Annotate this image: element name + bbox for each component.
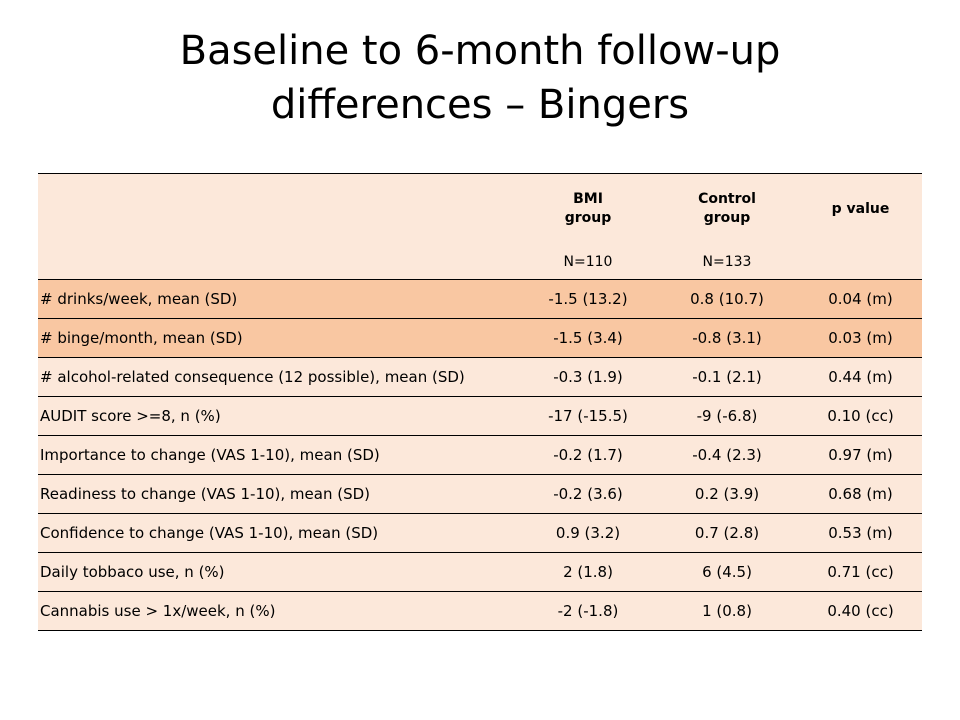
slide-title-line-1: Baseline to 6-month follow-up — [179, 28, 781, 74]
header-control-line-1: Control — [698, 191, 756, 207]
header-p-value: p value — [799, 173, 922, 244]
header-row-groups: BMI group Control group p value — [38, 173, 922, 244]
row-bmi-value: -1.5 (13.2) — [521, 279, 655, 319]
row-p-value: 0.03 (m) — [799, 318, 922, 358]
table-row: Confidence to change (VAS 1-10), mean (S… — [38, 513, 922, 553]
row-label: Daily tobbaco use, n (%) — [38, 552, 521, 592]
row-bmi-value: 0.9 (3.2) — [521, 513, 655, 553]
row-p-value: 0.04 (m) — [799, 279, 922, 319]
header-control-group: Control group — [655, 173, 799, 244]
slide-title: Baseline to 6-month follow-up difference… — [60, 24, 900, 132]
row-p-value: 0.40 (cc) — [799, 591, 922, 631]
row-control-value: 1 (0.8) — [655, 591, 799, 631]
header-bmi-line-1: BMI — [573, 191, 603, 207]
row-label: # binge/month, mean (SD) — [38, 318, 521, 358]
row-p-value: 0.97 (m) — [799, 435, 922, 475]
row-p-value: 0.44 (m) — [799, 357, 922, 397]
row-p-value: 0.10 (cc) — [799, 396, 922, 436]
row-control-value: -0.1 (2.1) — [655, 357, 799, 397]
table-row: Cannabis use > 1x/week, n (%) -2 (-1.8) … — [38, 591, 922, 631]
row-label: Confidence to change (VAS 1-10), mean (S… — [38, 513, 521, 553]
row-label: # drinks/week, mean (SD) — [38, 279, 521, 319]
table-row: # alcohol-related consequence (12 possib… — [38, 357, 922, 397]
table-header: BMI group Control group p value N=110 N=… — [38, 173, 922, 280]
row-p-value: 0.68 (m) — [799, 474, 922, 514]
row-label: AUDIT score >=8, n (%) — [38, 396, 521, 436]
results-table: BMI group Control group p value N=110 N=… — [38, 173, 922, 631]
results-table-container: BMI group Control group p value N=110 N=… — [38, 173, 922, 631]
row-p-value: 0.53 (m) — [799, 513, 922, 553]
row-bmi-value: -0.2 (1.7) — [521, 435, 655, 475]
header-control-line-2: group — [703, 210, 751, 226]
slide-title-line-2: differences – Bingers — [270, 82, 690, 128]
row-control-value: -0.8 (3.1) — [655, 318, 799, 358]
row-label: Readiness to change (VAS 1-10), mean (SD… — [38, 474, 521, 514]
row-control-value: -0.4 (2.3) — [655, 435, 799, 475]
header-empty-cell-2 — [38, 244, 521, 280]
header-bmi-line-2: group — [564, 210, 612, 226]
row-bmi-value: -17 (-15.5) — [521, 396, 655, 436]
header-bmi-group: BMI group — [521, 173, 655, 244]
row-label: Cannabis use > 1x/week, n (%) — [38, 591, 521, 631]
row-control-value: 0.8 (10.7) — [655, 279, 799, 319]
table-row: # drinks/week, mean (SD) -1.5 (13.2) 0.8… — [38, 279, 922, 319]
row-control-value: 0.2 (3.9) — [655, 474, 799, 514]
row-bmi-value: -2 (-1.8) — [521, 591, 655, 631]
table-row: Daily tobbaco use, n (%) 2 (1.8) 6 (4.5)… — [38, 552, 922, 592]
row-bmi-value: -0.3 (1.9) — [521, 357, 655, 397]
row-control-value: 0.7 (2.8) — [655, 513, 799, 553]
row-control-value: 6 (4.5) — [655, 552, 799, 592]
table-row: AUDIT score >=8, n (%) -17 (-15.5) -9 (-… — [38, 396, 922, 436]
table-row: Readiness to change (VAS 1-10), mean (SD… — [38, 474, 922, 514]
row-control-value: -9 (-6.8) — [655, 396, 799, 436]
header-empty-cell-3 — [799, 244, 922, 280]
table-row: # binge/month, mean (SD) -1.5 (3.4) -0.8… — [38, 318, 922, 358]
row-bmi-value: 2 (1.8) — [521, 552, 655, 592]
row-label: Importance to change (VAS 1-10), mean (S… — [38, 435, 521, 475]
header-row-sample-size: N=110 N=133 — [38, 244, 922, 280]
header-control-n: N=133 — [655, 244, 799, 280]
header-bmi-n: N=110 — [521, 244, 655, 280]
row-bmi-value: -1.5 (3.4) — [521, 318, 655, 358]
table-body: # drinks/week, mean (SD) -1.5 (13.2) 0.8… — [38, 279, 922, 631]
row-label: # alcohol-related consequence (12 possib… — [38, 357, 521, 397]
row-bmi-value: -0.2 (3.6) — [521, 474, 655, 514]
row-p-value: 0.71 (cc) — [799, 552, 922, 592]
table-row: Importance to change (VAS 1-10), mean (S… — [38, 435, 922, 475]
header-empty-cell — [38, 173, 521, 244]
